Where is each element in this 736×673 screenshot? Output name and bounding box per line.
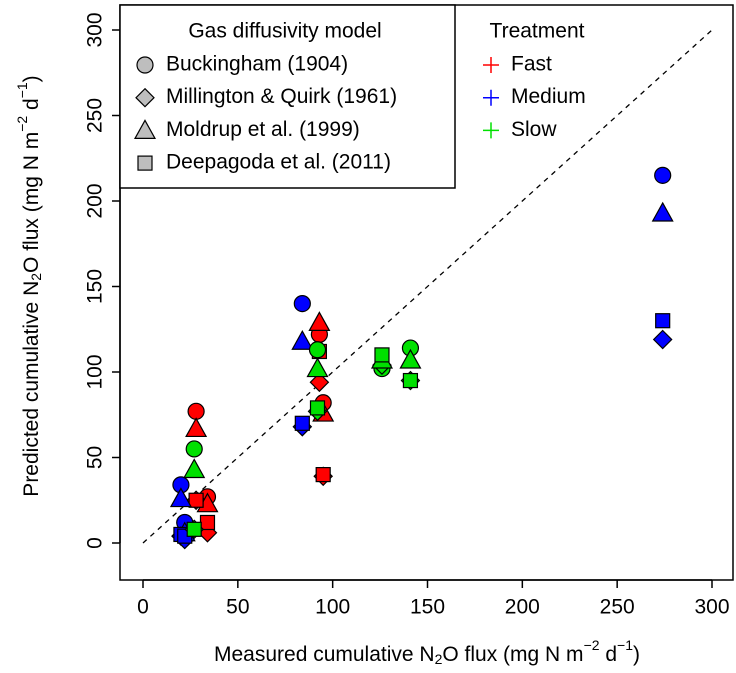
point <box>655 313 671 329</box>
point <box>294 415 310 431</box>
legend-symbol <box>483 57 499 73</box>
point <box>169 487 192 508</box>
y-label-part: d <box>20 98 43 116</box>
point <box>309 400 326 416</box>
legend-box <box>119 4 456 189</box>
point <box>291 329 314 350</box>
y-label-part: O flux (mg N m <box>20 132 43 273</box>
x-label-sup: −2 <box>584 637 600 653</box>
point <box>399 348 422 369</box>
x-tick-label: 100 <box>315 596 350 619</box>
point <box>186 521 202 537</box>
identity-line <box>142 29 713 544</box>
y-label-part: Predicted cumulative N <box>20 281 43 497</box>
x-tick-label: 250 <box>600 596 635 619</box>
legend-label: Slow <box>511 118 557 141</box>
point <box>199 514 216 531</box>
legend-label: Fast <box>511 53 552 76</box>
y-tick-label: 200 <box>84 183 107 218</box>
y-label-part: ) <box>20 75 43 82</box>
x-tick-label: 200 <box>505 596 540 619</box>
legend-symbol <box>135 87 155 108</box>
legend-title: Treatment <box>490 20 585 43</box>
y-tick-label: 250 <box>84 98 107 133</box>
x-tick-label: 50 <box>226 596 249 619</box>
x-label-part: O flux (mg N m <box>442 643 583 666</box>
legend-symbol <box>136 56 154 74</box>
y-label-sup: −1 <box>14 82 30 98</box>
legend-label: Medium <box>511 85 586 108</box>
y-tick-label: 150 <box>84 269 107 304</box>
legend-symbol <box>137 155 153 171</box>
point <box>293 295 311 313</box>
x-tick-label: 300 <box>694 596 729 619</box>
legend-label: Buckingham (1904) <box>166 53 348 76</box>
point <box>188 492 204 508</box>
legend-symbol <box>133 119 157 139</box>
point <box>315 467 331 483</box>
x-label-sub: 2 <box>435 651 443 667</box>
point <box>308 311 331 332</box>
legend-label: Moldrup et al. (1999) <box>166 118 360 141</box>
x-tick-label: 0 <box>137 596 149 619</box>
point <box>309 372 330 393</box>
point <box>402 372 419 389</box>
point <box>185 440 203 458</box>
legend-label: Millington & Quirk (1961) <box>166 85 397 108</box>
x-axis-label: Measured cumulative N2O flux (mg N m−2 d… <box>214 637 640 667</box>
y-tick-label: 50 <box>84 446 107 469</box>
legend-symbol <box>483 89 499 106</box>
point <box>187 402 205 420</box>
y-tick-label: 0 <box>84 537 107 549</box>
legend-label: Deepagoda et al. (2011) <box>166 151 391 174</box>
x-label-part: Measured cumulative N <box>214 643 435 666</box>
x-tick-label: 150 <box>410 596 445 619</box>
legend-symbol <box>483 122 499 139</box>
y-label-sub: 2 <box>28 273 44 281</box>
legend-title: Gas diffusivity model <box>188 20 381 43</box>
point <box>185 417 208 438</box>
point <box>308 341 327 359</box>
y-axis-label: Predicted cumulative N2O flux (mg N m−2 … <box>14 75 44 496</box>
y-tick-label: 100 <box>84 354 107 389</box>
x-label-part: d <box>600 643 618 666</box>
y-tick-label: 300 <box>84 12 107 47</box>
point <box>654 166 672 184</box>
point <box>651 201 674 222</box>
x-label-sup: −1 <box>617 637 633 653</box>
point <box>374 347 390 363</box>
point <box>652 329 673 350</box>
x-label-part: ) <box>633 643 640 666</box>
y-label-sup: −2 <box>14 116 30 132</box>
point <box>183 458 206 479</box>
point <box>306 357 329 378</box>
